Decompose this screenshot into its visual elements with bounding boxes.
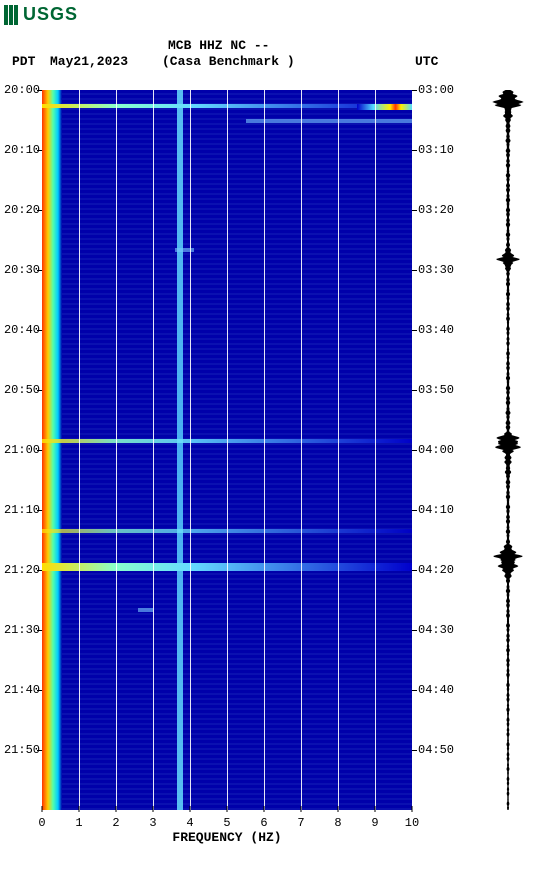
x-tick: 10 xyxy=(405,816,419,830)
x-tick: 7 xyxy=(297,816,304,830)
x-axis-label: FREQUENCY (HZ) xyxy=(42,830,412,845)
left-tick: 21:30 xyxy=(4,623,40,637)
left-tick: 21:40 xyxy=(4,683,40,697)
x-tick: 2 xyxy=(112,816,119,830)
x-tick: 9 xyxy=(371,816,378,830)
right-tick: 03:50 xyxy=(418,383,454,397)
freq-axis: 012345678910 xyxy=(42,812,412,832)
left-time-axis: 20:0020:1020:2020:3020:4020:5021:0021:10… xyxy=(0,90,42,810)
x-tick: 5 xyxy=(223,816,230,830)
right-tick: 04:10 xyxy=(418,503,454,517)
right-tick: 04:40 xyxy=(418,683,454,697)
usgs-logo: USGS xyxy=(4,4,78,25)
right-tick: 03:40 xyxy=(418,323,454,337)
location-title: (Casa Benchmark ) xyxy=(162,54,295,69)
spectrogram-chart xyxy=(42,90,412,810)
left-tick: 20:50 xyxy=(4,383,40,397)
low-freq-edge xyxy=(42,90,62,810)
right-time-axis: 03:0003:1003:2003:3003:4003:5004:0004:10… xyxy=(412,90,452,810)
station-title: MCB HHZ NC -- xyxy=(168,38,269,53)
x-tick: 0 xyxy=(38,816,45,830)
right-tick: 03:00 xyxy=(418,83,454,97)
right-tick: 04:50 xyxy=(418,743,454,757)
left-tick: 20:00 xyxy=(4,83,40,97)
right-tick: 03:30 xyxy=(418,263,454,277)
x-tick: 8 xyxy=(334,816,341,830)
left-tick: 20:30 xyxy=(4,263,40,277)
left-tick: 20:20 xyxy=(4,203,40,217)
left-tick: 20:40 xyxy=(4,323,40,337)
left-tick: 21:50 xyxy=(4,743,40,757)
right-tick: 04:20 xyxy=(418,563,454,577)
spectrogram-plot xyxy=(42,90,412,810)
left-tick: 20:10 xyxy=(4,143,40,157)
right-tick: 03:20 xyxy=(418,203,454,217)
waveform-trace xyxy=(490,90,526,810)
logo-flag xyxy=(4,5,19,25)
left-tick: 21:10 xyxy=(4,503,40,517)
left-tick: 21:00 xyxy=(4,443,40,457)
logo-text: USGS xyxy=(23,4,78,25)
x-tick: 1 xyxy=(75,816,82,830)
x-tick: 3 xyxy=(149,816,156,830)
right-tick: 04:00 xyxy=(418,443,454,457)
x-tick: 4 xyxy=(186,816,193,830)
x-tick: 6 xyxy=(260,816,267,830)
right-tick: 04:30 xyxy=(418,623,454,637)
tz-left: PDT xyxy=(12,54,35,69)
date-label: May21,2023 xyxy=(50,54,128,69)
tz-right: UTC xyxy=(415,54,438,69)
left-tick: 21:20 xyxy=(4,563,40,577)
right-tick: 03:10 xyxy=(418,143,454,157)
